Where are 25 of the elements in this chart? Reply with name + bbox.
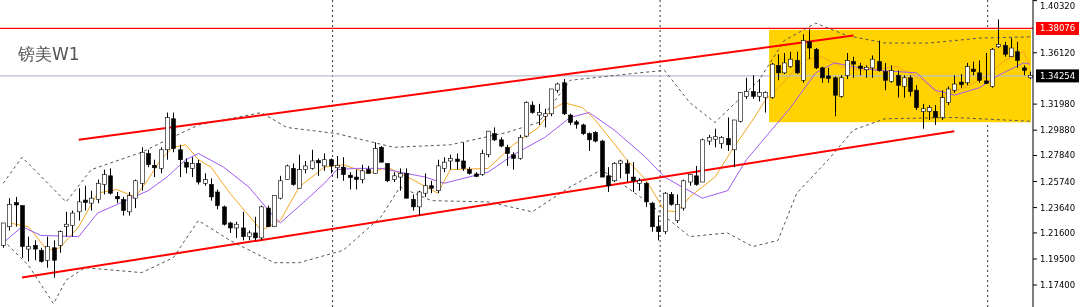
- y-tick-label: 1.40320: [1040, 1, 1076, 11]
- candlestick: [178, 144, 183, 178]
- line-series: [2, 22, 1031, 203]
- y-tick-label: 1.21600: [1040, 227, 1076, 238]
- candlestick: [977, 59, 982, 84]
- y-tick-label: 1.27840: [1040, 150, 1076, 161]
- y-tick-label: 1.31980: [1040, 99, 1076, 110]
- candlestick: [996, 18, 1001, 49]
- y-tick-label: 1.36120: [1040, 47, 1076, 58]
- ref-line-label: 1.38076: [1040, 23, 1076, 34]
- text: 镑美W1: [17, 44, 80, 64]
- candlestick: [52, 239, 57, 279]
- y-tick-label: 1.23640: [1040, 202, 1076, 213]
- candlestick: [33, 239, 38, 261]
- y-tick-label: 1.19500: [1040, 253, 1076, 264]
- candlestick: [877, 40, 882, 73]
- candlestick: [625, 159, 630, 183]
- candlestick: [385, 162, 390, 183]
- y-tick-label: 1.25740: [1040, 176, 1076, 187]
- ref-line-label: 1.34254: [1040, 70, 1076, 81]
- candlestick: [505, 144, 510, 167]
- candlestick: [58, 229, 63, 254]
- y-tick-label: 1.29880: [1040, 125, 1076, 136]
- candlestick: [518, 134, 523, 161]
- y-tick-label: 1.17400: [1040, 280, 1076, 291]
